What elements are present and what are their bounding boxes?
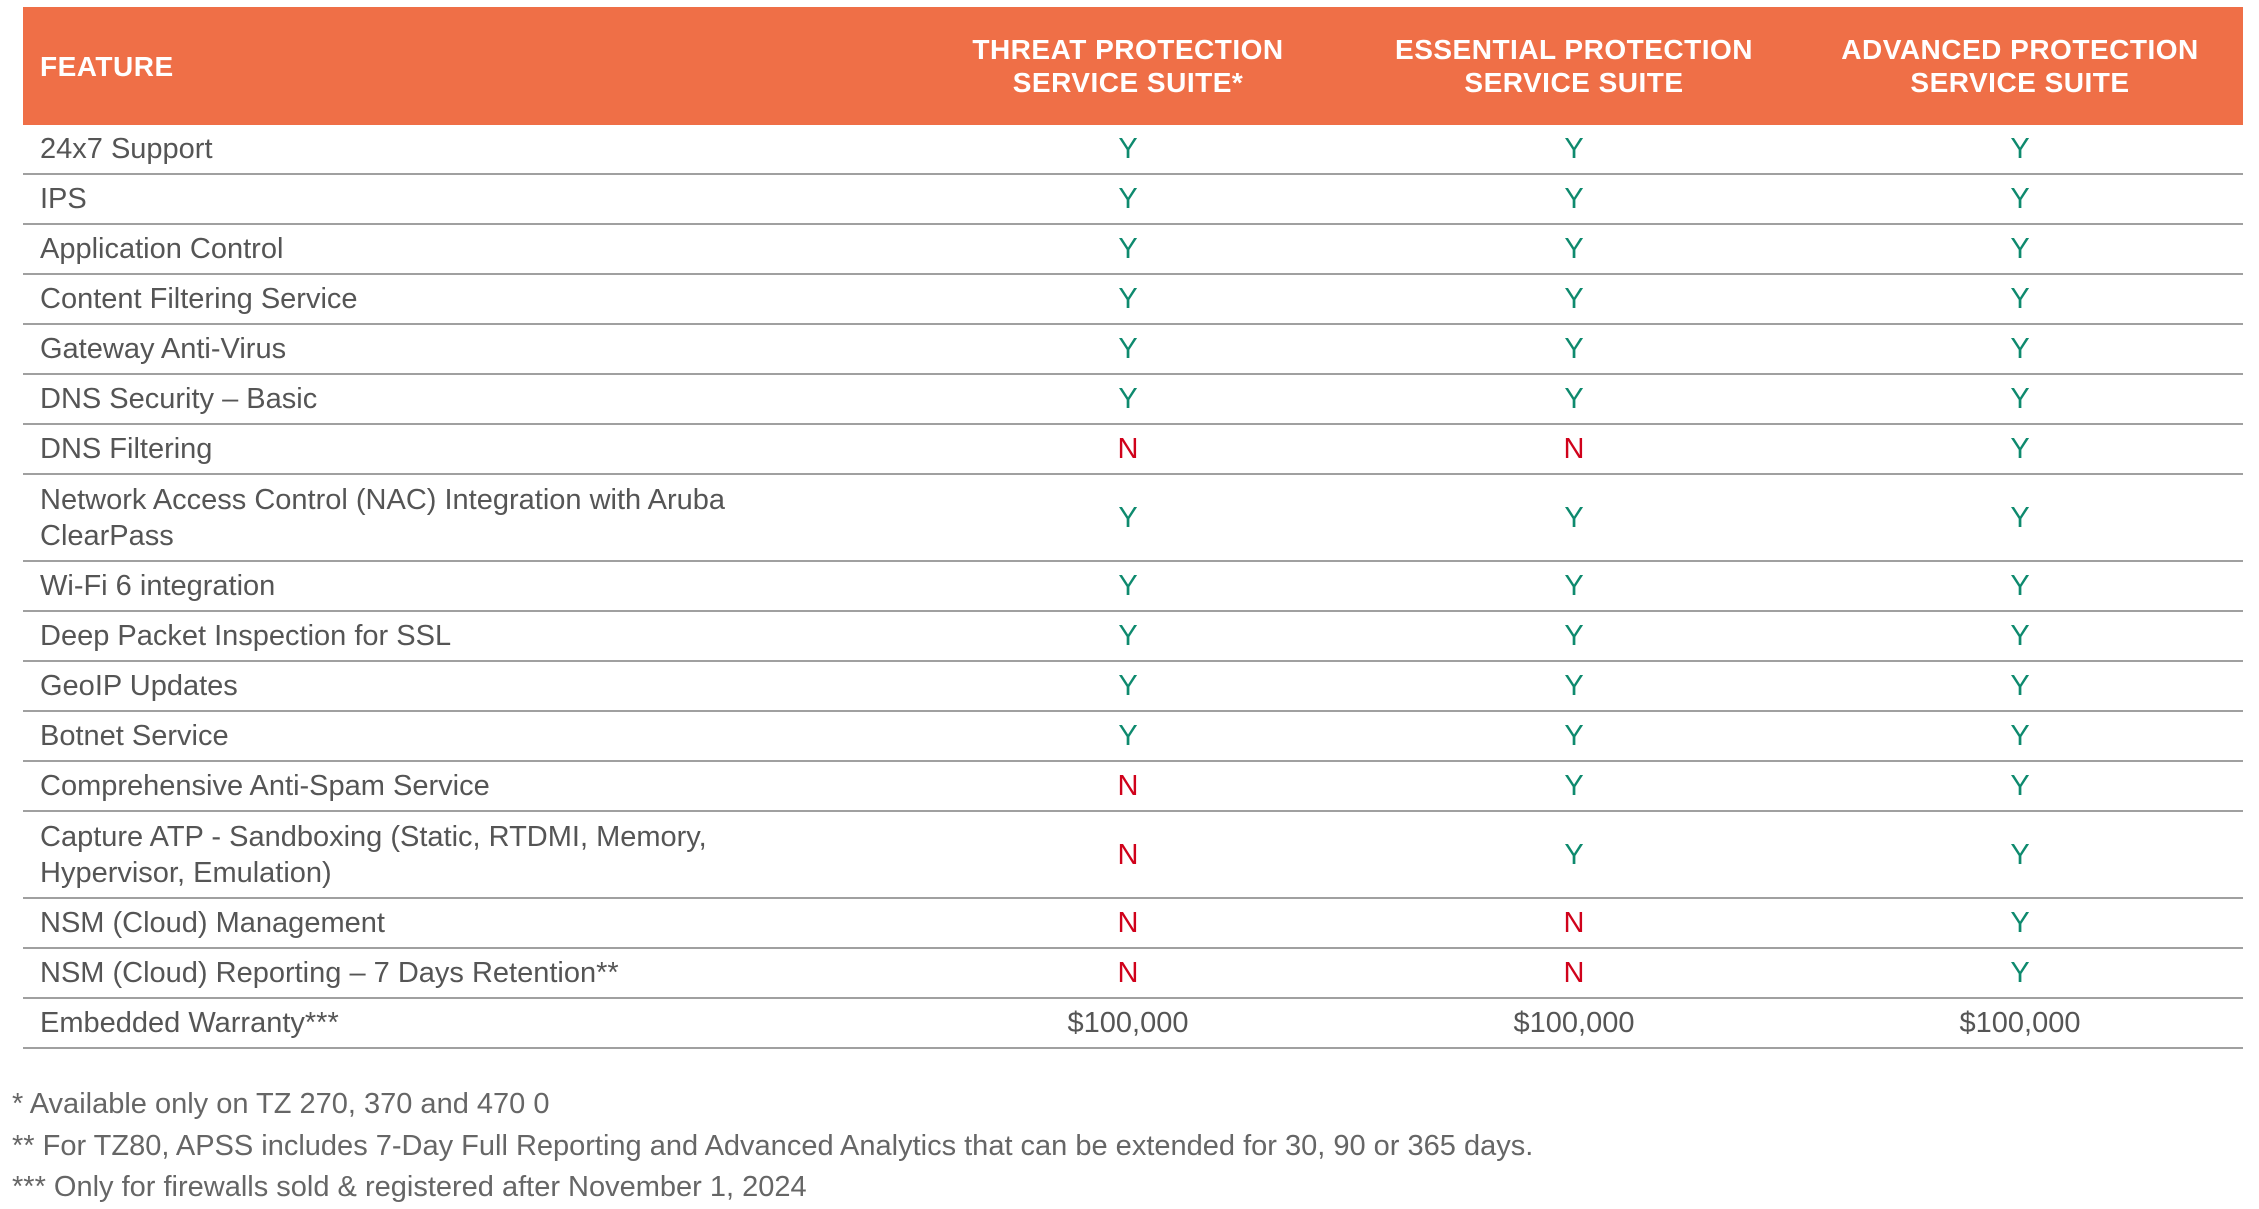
feature-name: Capture ATP - Sandboxing (Static, RTDMI,…: [23, 811, 905, 899]
feature-name: Gateway Anti-Virus: [23, 324, 905, 375]
feature-name: Network Access Control (NAC) Integration…: [23, 474, 905, 562]
feature-name: Embedded Warranty***: [23, 998, 905, 1049]
feature-value: N: [1351, 424, 1797, 475]
table-row: NSM (Cloud) Management N N Y: [23, 898, 2243, 949]
feature-value: Y: [1351, 761, 1797, 812]
header-threat-protection: THREAT PROTECTION SERVICE SUITE*: [905, 7, 1351, 125]
feature-name: Content Filtering Service: [23, 274, 905, 325]
feature-value: Y: [905, 125, 1351, 175]
feature-value: N: [905, 898, 1351, 949]
feature-value: Y: [905, 374, 1351, 425]
feature-value: N: [1351, 948, 1797, 999]
table-row: Wi-Fi 6 integration Y Y Y: [23, 561, 2243, 612]
feature-value: Y: [1797, 474, 2243, 562]
table-row: DNS Security – Basic Y Y Y: [23, 374, 2243, 425]
table-row: GeoIP Updates Y Y Y: [23, 661, 2243, 712]
table-row: Network Access Control (NAC) Integration…: [23, 474, 2243, 562]
feature-comparison-table: FEATURE THREAT PROTECTION SERVICE SUITE*…: [23, 7, 2243, 1049]
feature-name: Comprehensive Anti-Spam Service: [23, 761, 905, 812]
feature-value: N: [1351, 898, 1797, 949]
feature-value: Y: [1351, 324, 1797, 375]
footnote: *** Only for firewalls sold & registered…: [12, 1171, 807, 1203]
feature-value: $100,000: [1351, 998, 1797, 1049]
feature-value: Y: [1797, 174, 2243, 225]
feature-value: Y: [1797, 948, 2243, 999]
feature-value: Y: [1351, 661, 1797, 712]
feature-value: N: [905, 811, 1351, 899]
feature-value: Y: [905, 561, 1351, 612]
feature-value: Y: [1797, 898, 2243, 949]
table-row: Botnet Service Y Y Y: [23, 711, 2243, 762]
feature-value: Y: [1351, 224, 1797, 275]
table-row: Gateway Anti-Virus Y Y Y: [23, 324, 2243, 375]
footnote: ** For TZ80, APSS includes 7-Day Full Re…: [12, 1129, 1534, 1162]
feature-name: DNS Filtering: [23, 424, 905, 475]
feature-name: Botnet Service: [23, 711, 905, 762]
feature-value: N: [905, 948, 1351, 999]
feature-value: Y: [905, 611, 1351, 662]
table-row: NSM (Cloud) Reporting – 7 Days Retention…: [23, 948, 2243, 999]
feature-name: DNS Security – Basic: [23, 374, 905, 425]
feature-value: Y: [1797, 274, 2243, 325]
feature-value: Y: [1351, 274, 1797, 325]
feature-name: GeoIP Updates: [23, 661, 905, 712]
feature-value: Y: [1797, 611, 2243, 662]
feature-value: Y: [905, 224, 1351, 275]
feature-value: Y: [1797, 811, 2243, 899]
feature-value: N: [905, 761, 1351, 812]
feature-value: Y: [1351, 611, 1797, 662]
feature-name: Wi-Fi 6 integration: [23, 561, 905, 612]
feature-value: Y: [905, 661, 1351, 712]
table-row: Application Control Y Y Y: [23, 224, 2243, 275]
feature-value: Y: [1351, 125, 1797, 175]
feature-value: Y: [1797, 761, 2243, 812]
header-advanced-protection: ADVANCED PROTECTION SERVICE SUITE: [1797, 7, 2243, 125]
feature-value: Y: [1797, 374, 2243, 425]
table-row: Comprehensive Anti-Spam Service N Y Y: [23, 761, 2243, 812]
feature-value: Y: [905, 174, 1351, 225]
table-row: DNS Filtering N N Y: [23, 424, 2243, 475]
feature-value: Y: [1351, 711, 1797, 762]
header-feature: FEATURE: [23, 7, 905, 125]
feature-value: Y: [1797, 125, 2243, 175]
table-row: Deep Packet Inspection for SSL Y Y Y: [23, 611, 2243, 662]
feature-name: Deep Packet Inspection for SSL: [23, 611, 905, 662]
header-essential-protection: ESSENTIAL PROTECTION SERVICE SUITE: [1351, 7, 1797, 125]
feature-name: NSM (Cloud) Reporting – 7 Days Retention…: [23, 948, 905, 999]
feature-value: Y: [1797, 324, 2243, 375]
feature-value: Y: [1797, 711, 2243, 762]
feature-value: Y: [1351, 474, 1797, 562]
footnote: * Available only on TZ 270, 370 and 470 …: [12, 1088, 550, 1120]
feature-value: $100,000: [905, 998, 1351, 1049]
feature-value: Y: [905, 274, 1351, 325]
table-row: Capture ATP - Sandboxing (Static, RTDMI,…: [23, 811, 2243, 899]
feature-value: N: [905, 424, 1351, 475]
feature-value: Y: [905, 711, 1351, 762]
feature-value: Y: [1351, 811, 1797, 899]
feature-value: Y: [1797, 224, 2243, 275]
feature-value: Y: [905, 474, 1351, 562]
feature-value: $100,000: [1797, 998, 2243, 1049]
feature-value: Y: [1797, 561, 2243, 612]
table-header-row: FEATURE THREAT PROTECTION SERVICE SUITE*…: [23, 7, 2243, 125]
feature-value: Y: [905, 324, 1351, 375]
feature-value: Y: [1351, 561, 1797, 612]
feature-value: Y: [1351, 374, 1797, 425]
table-row: Content Filtering Service Y Y Y: [23, 274, 2243, 325]
table-row: Embedded Warranty*** $100,000 $100,000 $100…: [23, 998, 2243, 1049]
feature-name: Application Control: [23, 224, 905, 275]
feature-name: IPS: [23, 174, 905, 225]
feature-value: Y: [1351, 174, 1797, 225]
feature-name: NSM (Cloud) Management: [23, 898, 905, 949]
footnotes: * Available only on TZ 270, 370 and 470 …: [12, 1084, 1533, 1209]
table-row: 24x7 Support Y Y Y: [23, 125, 2243, 175]
feature-name: 24x7 Support: [23, 125, 905, 175]
feature-value: Y: [1797, 661, 2243, 712]
table-row: IPS Y Y Y: [23, 174, 2243, 225]
feature-value: Y: [1797, 424, 2243, 475]
